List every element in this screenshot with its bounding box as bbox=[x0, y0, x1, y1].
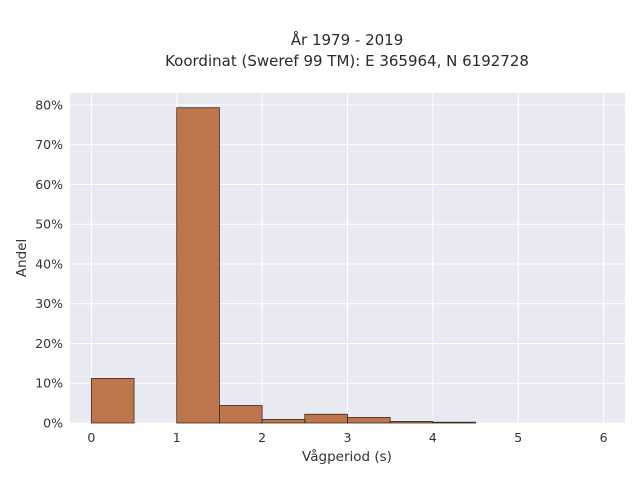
y-tick-label: 20% bbox=[35, 336, 63, 351]
y-tick-label: 0% bbox=[43, 416, 63, 431]
tick-labels: 0 1 2 3 4 5 60%10%20%30%40%50%60%70%80% bbox=[35, 97, 607, 445]
y-tick-label: 80% bbox=[35, 97, 63, 112]
histogram-bar bbox=[304, 413, 348, 424]
y-tick-label: 70% bbox=[35, 137, 63, 152]
bars bbox=[90, 107, 476, 424]
x-tick-label: 1 bbox=[173, 430, 181, 445]
x-tick-label: 6 bbox=[600, 430, 608, 445]
histogram-bar bbox=[261, 419, 306, 424]
grid-lines bbox=[70, 93, 625, 424]
x-tick-label: 5 bbox=[514, 430, 522, 445]
histogram-bar bbox=[90, 378, 135, 424]
chart-subtitle: Koordinat (Sweref 99 TM): E 365964, N 61… bbox=[165, 52, 529, 70]
histogram-bar bbox=[432, 421, 476, 424]
x-tick-label: 3 bbox=[344, 430, 352, 445]
y-tick-label: 10% bbox=[35, 376, 63, 391]
y-tick-label: 60% bbox=[35, 177, 63, 192]
histogram-bar bbox=[176, 107, 220, 424]
y-tick-label: 50% bbox=[35, 217, 63, 232]
x-tick-label: 4 bbox=[429, 430, 437, 445]
y-tick-label: 30% bbox=[35, 296, 63, 311]
histogram-bar bbox=[389, 421, 434, 424]
chart-title: År 1979 - 2019 bbox=[291, 30, 404, 49]
x-tick-label: 2 bbox=[258, 430, 266, 445]
y-axis-label: Andel bbox=[14, 239, 30, 277]
x-axis-label: Vågperiod (s) bbox=[302, 448, 392, 465]
x-tick-label: 0 bbox=[87, 430, 95, 445]
histogram-bar bbox=[219, 405, 263, 424]
y-tick-label: 40% bbox=[35, 256, 63, 271]
histogram-bar bbox=[347, 417, 391, 424]
